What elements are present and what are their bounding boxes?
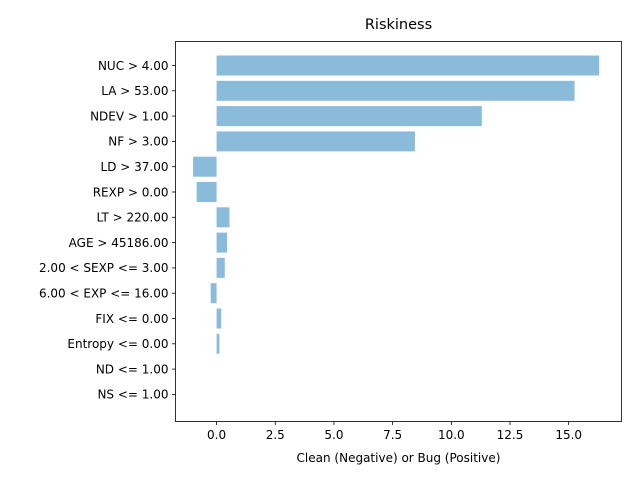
bar-0 (216, 55, 600, 76)
x-tick-label: 2.5 (266, 428, 285, 442)
ticks: NUC > 4.00 LA > 53.00 NDEV > 1.00 NF > 3.00… (39, 59, 582, 442)
y-tick-label: LA > 53.00 (101, 84, 168, 98)
y-tick-label: Entropy <= 0.00 (67, 337, 168, 351)
bar-11 (216, 333, 220, 354)
x-tick-label: 0.0 (207, 428, 226, 442)
bar-6 (216, 207, 230, 228)
y-tick-label: 6.00 < EXP <= 16.00 (39, 287, 169, 301)
y-tick-label: NS <= 1.00 (97, 388, 168, 402)
bar-3 (216, 131, 415, 152)
y-tick-label: ND <= 1.00 (96, 362, 169, 376)
x-tick-label: 10.0 (438, 428, 465, 442)
y-tick-label: NDEV > 1.00 (90, 109, 168, 123)
x-tick-label: 15.0 (555, 428, 582, 442)
bar-9 (210, 283, 217, 304)
bar-2 (216, 106, 482, 127)
chart-title: Riskiness (365, 17, 432, 33)
y-tick-label: REXP > 0.00 (93, 185, 169, 199)
y-tick-label: LT > 220.00 (96, 211, 168, 225)
y-tick-label: NF > 3.00 (108, 135, 168, 149)
x-tick-label: 7.5 (383, 428, 402, 442)
y-tick-label: 2.00 < SEXP <= 3.00 (39, 261, 169, 275)
bars (193, 55, 600, 354)
x-tick-label: 5.0 (324, 428, 343, 442)
x-tick-label: 12.5 (497, 428, 524, 442)
y-tick-label: FIX <= 0.00 (95, 312, 168, 326)
bar-4 (193, 156, 217, 177)
bar-7 (216, 232, 228, 253)
y-tick-label: LD > 37.00 (101, 160, 169, 174)
y-tick-label: NUC > 4.00 (98, 59, 169, 73)
bar-1 (216, 80, 575, 101)
plot-frame (175, 41, 622, 422)
bar-8 (216, 257, 225, 278)
y-tick-label: AGE > 45186.00 (69, 236, 169, 250)
x-axis-label: Clean (Negative) or Bug (Positive) (297, 451, 501, 465)
bar-5 (196, 182, 217, 202)
bar-10 (216, 308, 222, 329)
